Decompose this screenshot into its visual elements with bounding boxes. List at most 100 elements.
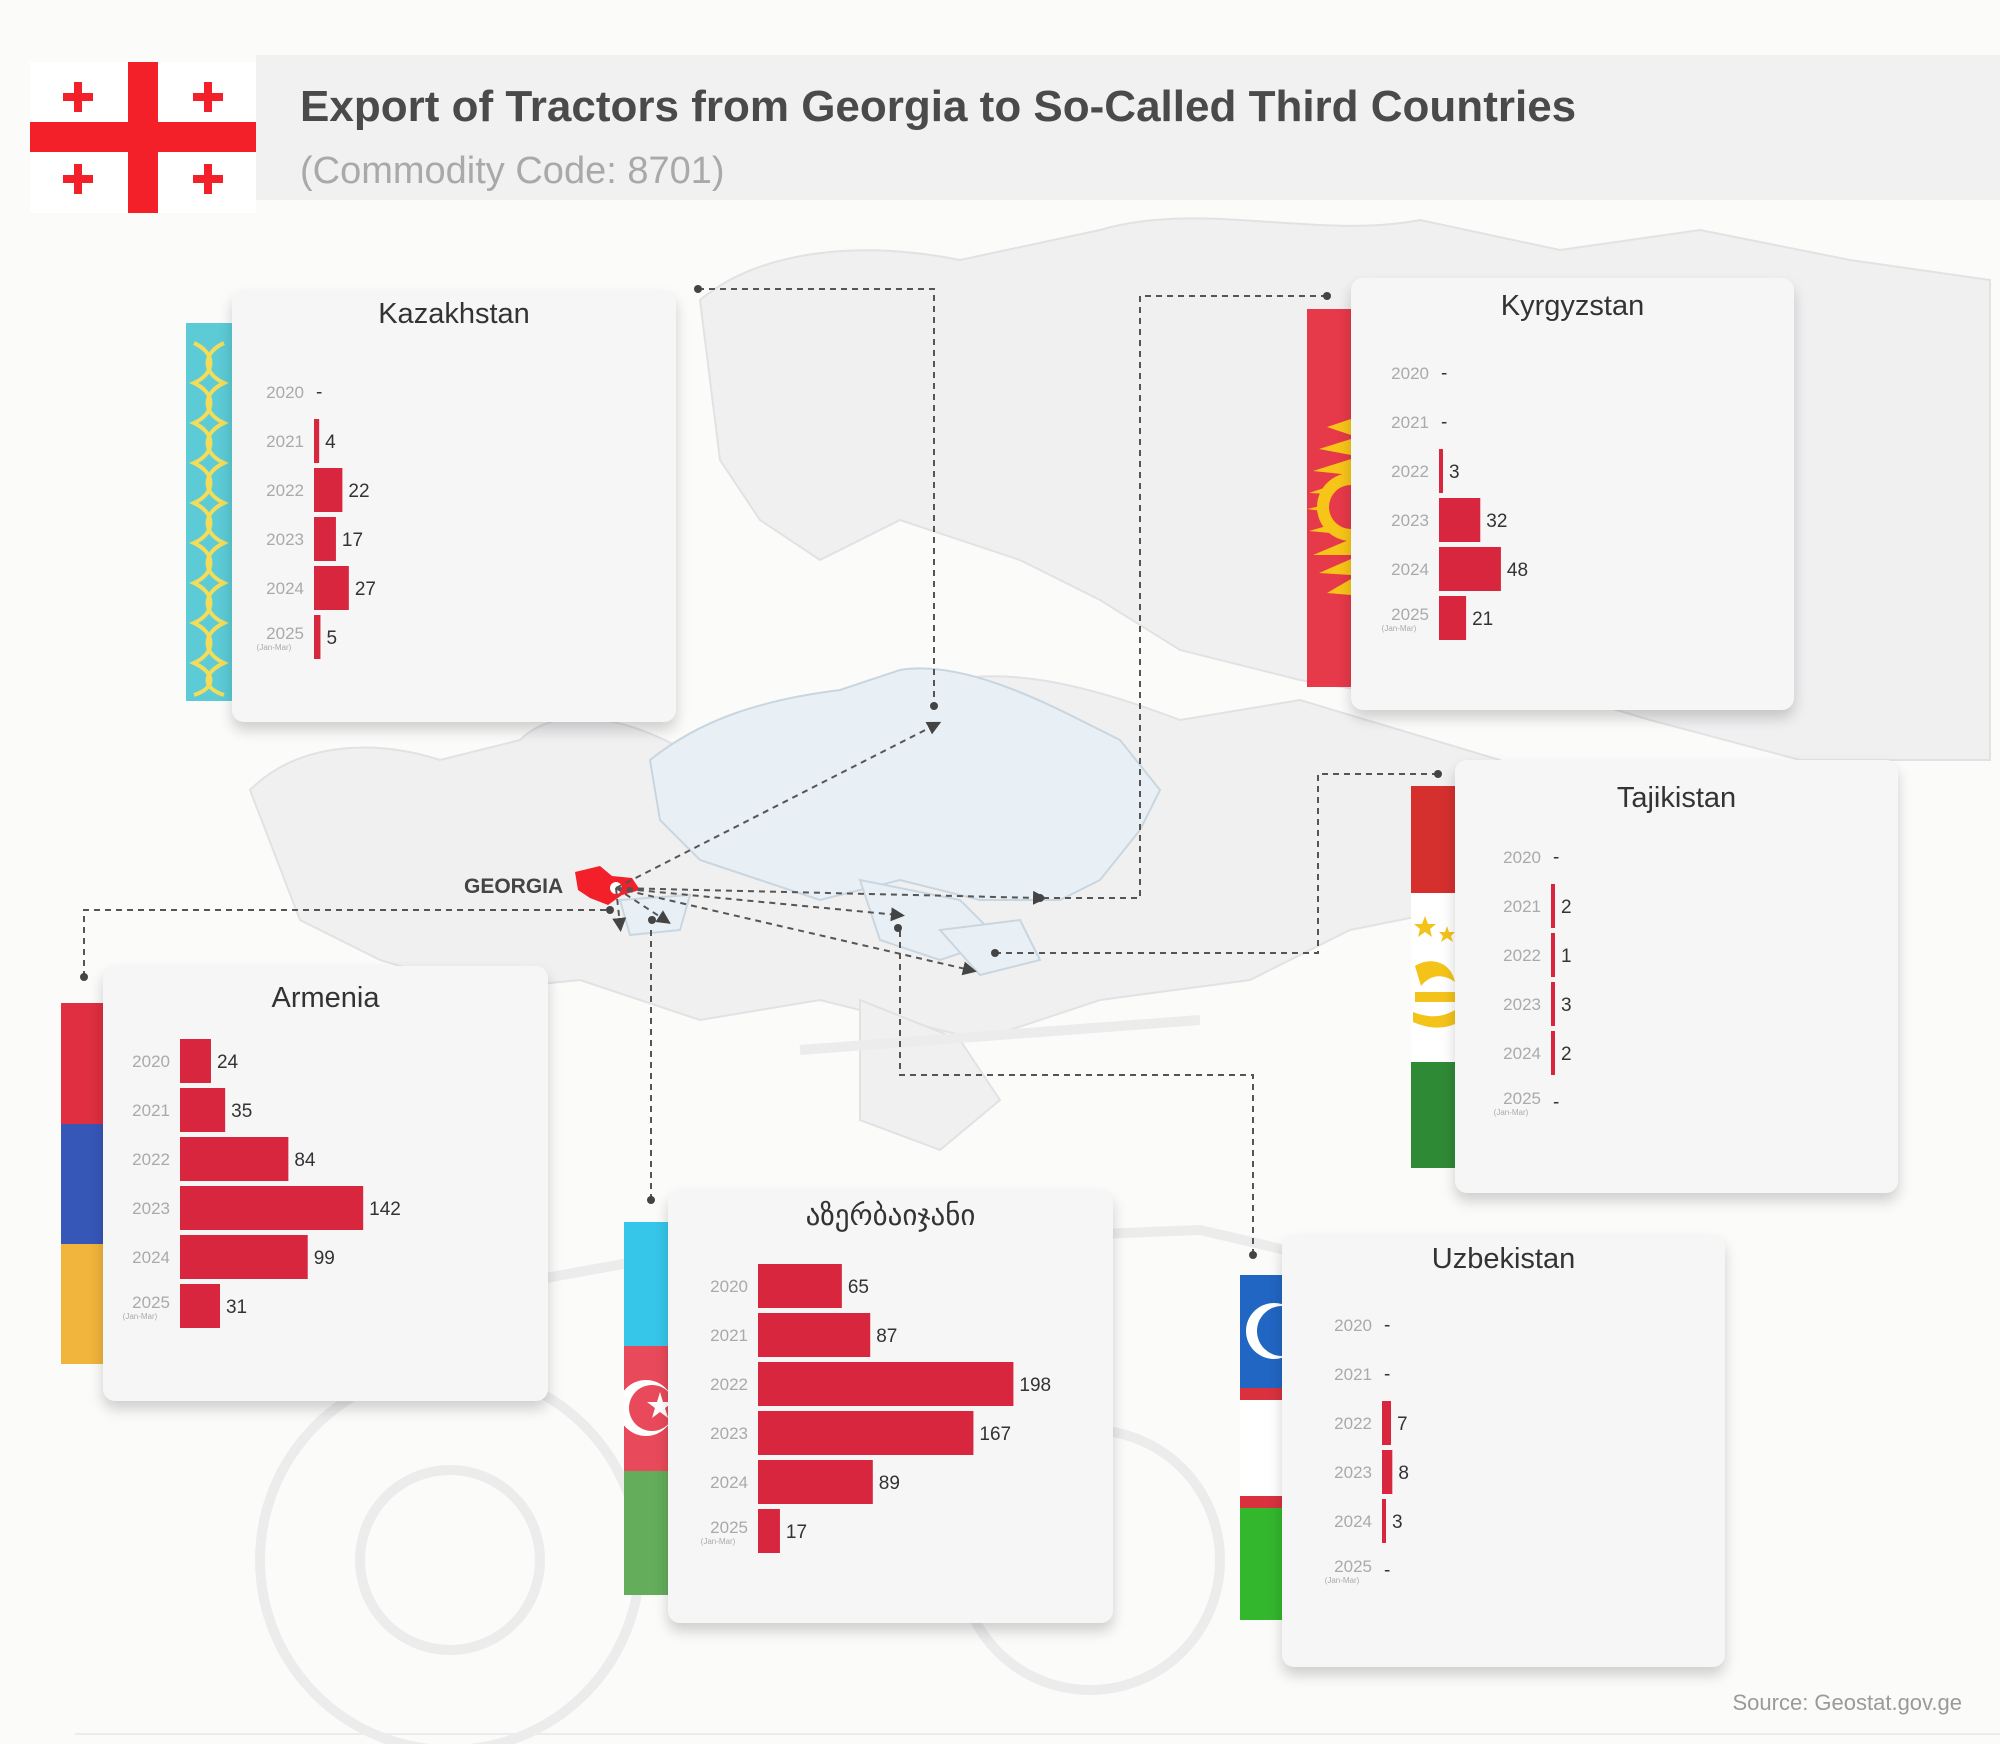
kazakhstan-flag bbox=[186, 323, 232, 701]
page-subtitle: (Commodity Code: 8701) bbox=[300, 150, 725, 192]
value-label: 2 bbox=[1561, 1044, 1572, 1065]
tajikistan-flag bbox=[1411, 786, 1455, 1168]
missing-value-marker: - bbox=[1553, 847, 1559, 868]
armenia-card: Armenia 2020 24 2021 35 2022 84 2023 142 2024 99 2… bbox=[103, 966, 548, 1401]
--bar-2023 bbox=[758, 1411, 974, 1455]
kyrgyzstan-bar-2025 bbox=[1439, 596, 1467, 640]
value-label: 32 bbox=[1486, 511, 1507, 532]
value-label: 65 bbox=[848, 1277, 869, 1298]
year-note: (Jan-Mar) bbox=[1325, 1576, 1360, 1585]
armenia-flag bbox=[61, 1003, 103, 1364]
value-label: 142 bbox=[369, 1199, 401, 1220]
--bar-2024 bbox=[758, 1460, 873, 1504]
year-label: 2024 bbox=[266, 579, 304, 598]
year-label: 2024 bbox=[710, 1473, 748, 1492]
bottom-rule bbox=[75, 1733, 2000, 1735]
kyrgyzstan-bar-2024 bbox=[1439, 547, 1501, 591]
tajikistan-bar-2021 bbox=[1551, 884, 1555, 928]
kyrgyzstan-title: Kyrgyzstan bbox=[1500, 290, 1645, 322]
year-note: (Jan-Mar) bbox=[1494, 1108, 1529, 1117]
armenia-chart: 2020 24 2021 35 2022 84 2023 142 2024 99 2025(Jan-… bbox=[123, 1039, 401, 1328]
value-label: 2 bbox=[1561, 897, 1572, 918]
value-label: 21 bbox=[1472, 609, 1493, 630]
year-label: 2023 bbox=[132, 1199, 170, 1218]
year-label: 2020 bbox=[132, 1052, 170, 1071]
armenia-bar-2022 bbox=[180, 1137, 289, 1181]
kyrgyzstan-bar-2022 bbox=[1439, 449, 1443, 493]
uzbekistan-bar-2022 bbox=[1382, 1401, 1392, 1445]
year-label: 2020 bbox=[266, 383, 304, 402]
armenia-bar-2021 bbox=[180, 1088, 226, 1132]
year-label: 2025 bbox=[266, 624, 304, 643]
kyrgyzstan-flag bbox=[1307, 309, 1351, 687]
tajikistan-bar-2024 bbox=[1551, 1031, 1555, 1075]
uzbekistan-bar-2024 bbox=[1382, 1499, 1386, 1543]
value-label: 167 bbox=[979, 1424, 1011, 1445]
value-label: 8 bbox=[1398, 1463, 1409, 1484]
year-label: 2022 bbox=[1503, 946, 1541, 965]
year-note: (Jan-Mar) bbox=[701, 1537, 736, 1546]
year-label: 2023 bbox=[1334, 1463, 1372, 1482]
year-note: (Jan-Mar) bbox=[257, 643, 292, 652]
armenia-bar-2024 bbox=[180, 1235, 308, 1279]
value-label: 5 bbox=[326, 628, 337, 649]
georgia-flag bbox=[30, 62, 256, 213]
azerbaijan-title: აზერბაიჯანი bbox=[805, 1200, 976, 1232]
year-label: 2020 bbox=[710, 1277, 748, 1296]
kazakhstan-chart: 2020 - 2021 4 2022 22 2023 17 2024 27 2025(Jan-Mar… bbox=[257, 382, 376, 659]
value-label: 48 bbox=[1507, 560, 1528, 581]
value-label: 3 bbox=[1561, 995, 1572, 1016]
year-label: 2022 bbox=[132, 1150, 170, 1169]
year-label: 2024 bbox=[1334, 1512, 1372, 1531]
value-label: 24 bbox=[217, 1052, 239, 1073]
tajikistan-title: Tajikistan bbox=[1616, 782, 1737, 814]
azerbaijan-flag bbox=[624, 1222, 668, 1595]
source-note: Source: Geostat.gov.ge bbox=[1732, 1690, 1962, 1715]
kyrgyzstan-card: Kyrgyzstan 2020-2021-2022 3 2023 32 2024 48 20… bbox=[1351, 278, 1794, 710]
value-label: 4 bbox=[325, 432, 336, 453]
year-label: 2023 bbox=[1391, 511, 1429, 530]
missing-value-marker: - bbox=[1441, 412, 1447, 433]
year-label: 2024 bbox=[132, 1248, 170, 1267]
year-label: 2024 bbox=[1503, 1044, 1541, 1063]
missing-value-marker: - bbox=[316, 382, 322, 403]
header-band bbox=[256, 55, 2000, 200]
year-label: 2023 bbox=[710, 1424, 748, 1443]
kazakhstan-bar-2025 bbox=[314, 615, 321, 659]
year-label: 2022 bbox=[1334, 1414, 1372, 1433]
value-label: 198 bbox=[1019, 1375, 1051, 1396]
value-label: 17 bbox=[786, 1522, 807, 1543]
kazakhstan-bar-2024 bbox=[314, 566, 349, 610]
year-label: 2023 bbox=[1503, 995, 1541, 1014]
azerbaijan-chart: 2020 65 2021 87 2022 198 2023 167 2024 89 2025(Jan… bbox=[701, 1264, 1051, 1553]
value-label: 35 bbox=[231, 1101, 252, 1122]
year-label: 2021 bbox=[1334, 1365, 1372, 1384]
azerbaijan-card: აზერბაიჯანი 2020 65 2021 87 2022 198 2023 167 20… bbox=[668, 1190, 1113, 1623]
year-label: 2020 bbox=[1503, 848, 1541, 867]
armenia-bar-2023 bbox=[180, 1186, 364, 1230]
value-label: 3 bbox=[1449, 462, 1460, 483]
page-title: Export of Tractors from Georgia to So-Ca… bbox=[300, 82, 1577, 131]
value-label: 1 bbox=[1561, 946, 1572, 967]
armenia-bar-2025 bbox=[180, 1284, 220, 1328]
kazakhstan-bar-2022 bbox=[314, 468, 343, 512]
missing-value-marker: - bbox=[1384, 1560, 1390, 1581]
--bar-2022 bbox=[758, 1362, 1014, 1406]
year-label: 2022 bbox=[266, 481, 304, 500]
value-label: 3 bbox=[1392, 1512, 1403, 1533]
value-label: 7 bbox=[1397, 1414, 1408, 1435]
value-label: 84 bbox=[294, 1150, 316, 1171]
value-label: 89 bbox=[879, 1473, 900, 1494]
tajikistan-card: Tajikistan 2020-2021 2 2022 1 2023 3 2024 2 2025… bbox=[1455, 760, 1898, 1193]
kyrgyzstan-bar-2023 bbox=[1439, 498, 1481, 542]
year-label: 2022 bbox=[710, 1375, 748, 1394]
missing-value-marker: - bbox=[1553, 1092, 1559, 1113]
year-label: 2020 bbox=[1391, 364, 1429, 383]
year-label: 2023 bbox=[266, 530, 304, 549]
year-label: 2024 bbox=[1391, 560, 1429, 579]
year-label: 2025 bbox=[132, 1293, 170, 1312]
value-label: 31 bbox=[226, 1297, 247, 1318]
--bar-2025 bbox=[758, 1509, 780, 1553]
kazakhstan-bar-2021 bbox=[314, 419, 320, 463]
